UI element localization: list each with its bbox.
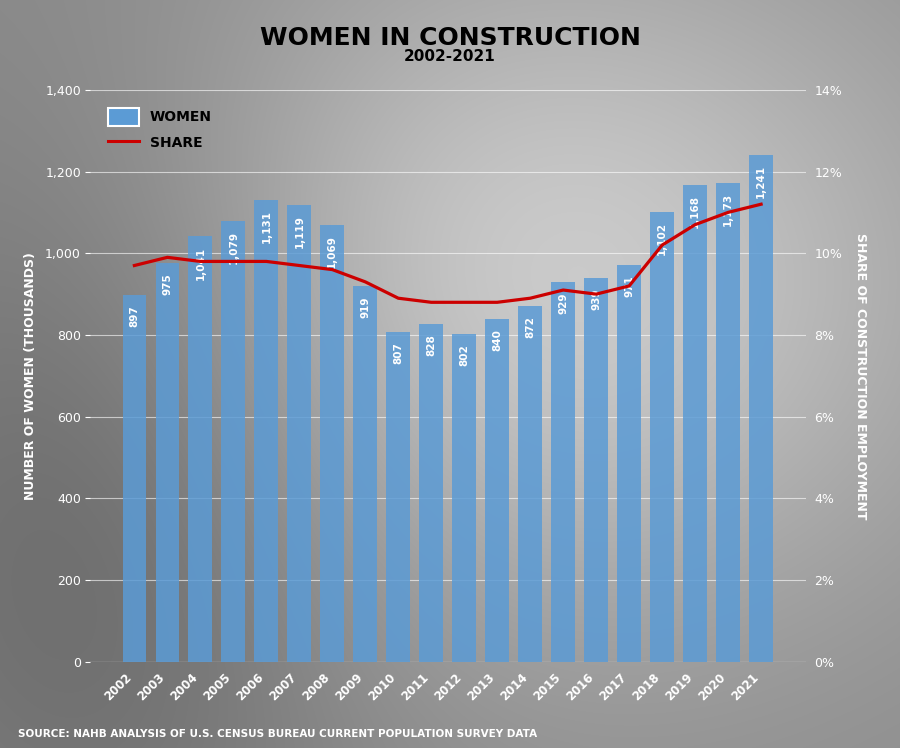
Bar: [651, 212, 674, 662]
Text: 1,241: 1,241: [756, 165, 766, 198]
Text: SOURCE: NAHB ANALYSIS OF U.S. CENSUS BUREAU CURRENT POPULATION SURVEY DATA: SOURCE: NAHB ANALYSIS OF U.S. CENSUS BUR…: [18, 729, 537, 739]
Bar: [386, 332, 410, 662]
Bar: [122, 295, 147, 662]
Text: 971: 971: [625, 275, 634, 297]
Legend: WOMEN, SHARE: WOMEN, SHARE: [97, 96, 223, 163]
Bar: [716, 183, 740, 662]
Text: WOMEN IN CONSTRUCTION: WOMEN IN CONSTRUCTION: [259, 26, 641, 50]
Text: 1,069: 1,069: [328, 236, 338, 268]
Bar: [749, 155, 773, 662]
Bar: [221, 221, 245, 662]
Text: 1,168: 1,168: [690, 194, 700, 228]
Text: 1,173: 1,173: [723, 193, 734, 226]
Bar: [584, 278, 608, 662]
Text: 1,131: 1,131: [261, 210, 271, 243]
Bar: [255, 200, 278, 662]
Text: 840: 840: [492, 329, 502, 351]
Bar: [287, 205, 311, 662]
Bar: [552, 282, 575, 662]
Text: 919: 919: [360, 296, 370, 318]
Text: 807: 807: [393, 343, 403, 364]
Bar: [320, 225, 344, 662]
Text: 939: 939: [591, 289, 601, 310]
Text: 897: 897: [130, 306, 140, 328]
Bar: [156, 263, 179, 662]
Bar: [518, 306, 542, 662]
Bar: [354, 286, 377, 662]
Bar: [419, 324, 443, 662]
Text: 1,119: 1,119: [294, 215, 304, 248]
Text: 1,102: 1,102: [657, 221, 667, 255]
Text: 975: 975: [162, 274, 173, 295]
Text: 828: 828: [427, 334, 436, 355]
Y-axis label: SHARE OF CONSTRUCTION EMPLOYMENT: SHARE OF CONSTRUCTION EMPLOYMENT: [853, 233, 867, 519]
Text: 802: 802: [459, 344, 469, 367]
Bar: [188, 236, 212, 662]
Y-axis label: NUMBER OF WOMEN (THOUSANDS): NUMBER OF WOMEN (THOUSANDS): [23, 252, 37, 500]
Text: 1,041: 1,041: [195, 247, 205, 280]
Text: 1,079: 1,079: [229, 231, 238, 264]
Text: 872: 872: [526, 316, 536, 337]
Text: 929: 929: [558, 292, 568, 314]
Text: 2002-2021: 2002-2021: [404, 49, 496, 64]
Bar: [453, 334, 476, 662]
Bar: [683, 185, 707, 662]
Bar: [485, 319, 509, 662]
Bar: [617, 265, 641, 662]
